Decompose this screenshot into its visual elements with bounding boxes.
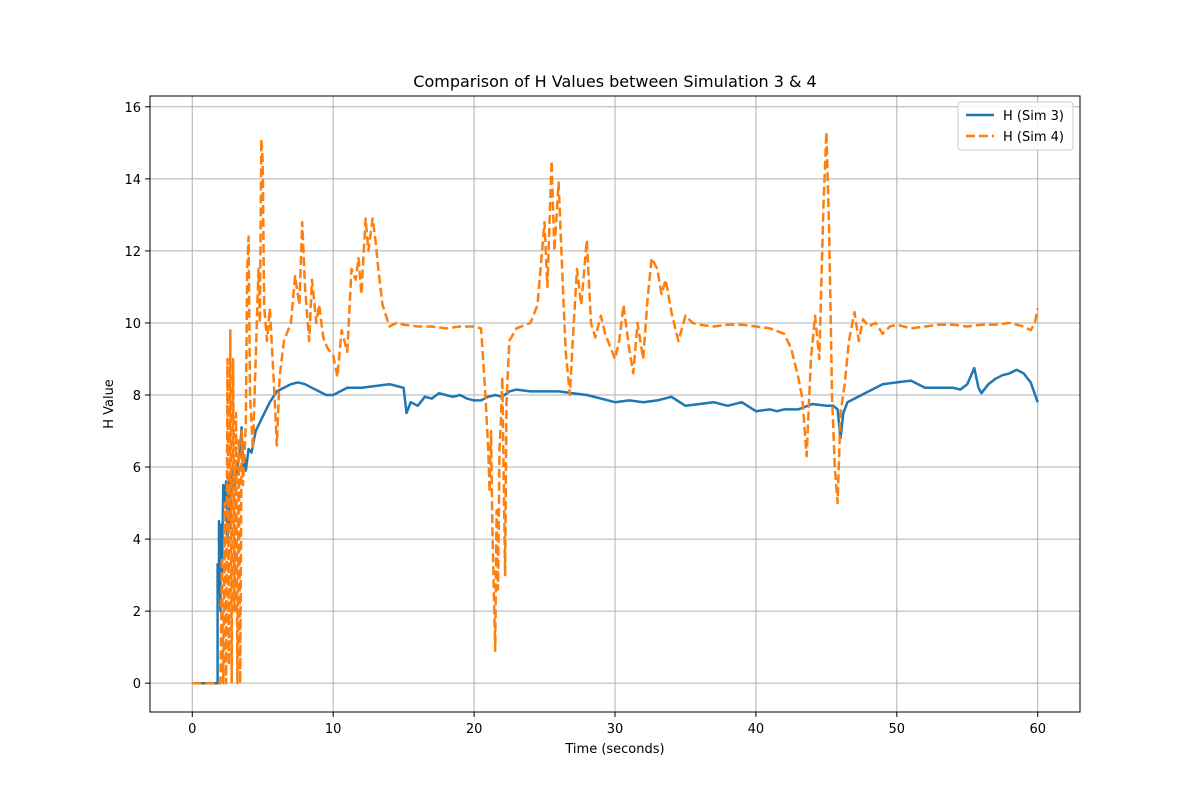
y-tick-label: 14 [124,173,141,188]
y-axis-label: H Value [102,379,117,429]
chart-title: Comparison of H Values between Simulatio… [413,72,816,91]
legend-label: H (Sim 4) [1003,130,1064,145]
y-tick-label: 10 [124,317,141,332]
y-tick-label: 8 [133,389,141,404]
axis-ticks: 0 10 20 30 40 50 60 0 2 4 6 8 10 12 14 16 [124,101,1046,737]
y-tick-label: 12 [124,245,141,260]
x-tick-label: 40 [748,722,765,737]
x-tick-label: 30 [607,722,624,737]
legend-label: H (Sim 3) [1003,109,1064,124]
y-tick-label: 6 [133,461,141,476]
x-tick-label: 10 [325,722,342,737]
x-axis-label: Time (seconds) [564,742,664,757]
series-line-sim3 [192,366,1039,685]
grid-lines [150,96,1080,712]
x-tick-label: 60 [1029,722,1046,737]
series-layer [192,130,1039,685]
y-tick-label: 16 [124,101,141,116]
series-line-sim4 [192,130,1039,685]
x-tick-label: 50 [889,722,906,737]
legend: H (Sim 3) H (Sim 4) [957,101,1074,151]
x-tick-label: 20 [466,722,483,737]
x-tick-label: 0 [188,722,196,737]
y-tick-label: 0 [133,677,141,692]
y-tick-label: 4 [133,533,141,548]
y-tick-label: 2 [133,605,141,620]
